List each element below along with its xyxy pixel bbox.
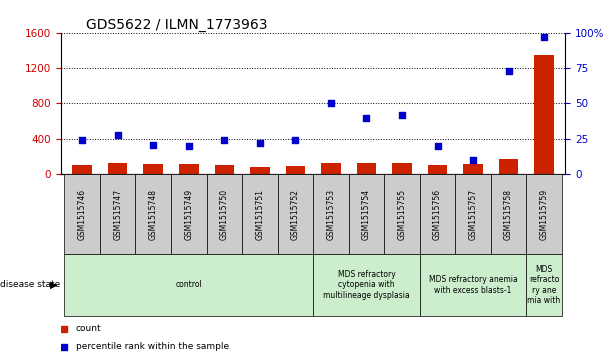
Bar [136,174,171,254]
Bar [499,159,519,174]
Point [113,132,123,138]
Bar [420,174,455,254]
Bar [455,174,491,254]
Bar [179,164,198,174]
Point [503,68,513,74]
Text: count: count [76,324,102,333]
Text: MDS
refracto
ry ane
mia with: MDS refracto ry ane mia with [528,265,561,305]
Text: GSM1515748: GSM1515748 [149,189,157,240]
Text: GSM1515752: GSM1515752 [291,189,300,240]
Text: GSM1515758: GSM1515758 [504,189,513,240]
Text: GSM1515749: GSM1515749 [184,189,193,240]
Text: GSM1515750: GSM1515750 [219,189,229,240]
Point [468,157,478,163]
Bar [491,174,527,254]
Bar [527,174,562,254]
Text: MDS refractory anemia
with excess blasts-1: MDS refractory anemia with excess blasts… [429,275,517,295]
Bar [242,174,278,254]
Bar [428,165,447,174]
Text: GSM1515751: GSM1515751 [255,189,264,240]
Bar [250,167,269,174]
Bar [215,166,234,174]
Point [219,137,229,143]
Bar [357,163,376,174]
Bar [527,254,562,316]
Point [255,140,264,146]
Bar [348,174,384,254]
Bar [72,166,92,174]
Bar [171,174,207,254]
Point [362,115,371,121]
Bar [100,174,136,254]
Bar [463,164,483,174]
Bar [286,166,305,174]
Text: percentile rank within the sample: percentile rank within the sample [76,342,229,351]
Point [291,137,300,143]
Point [433,143,443,149]
Point [326,101,336,106]
Bar [278,174,313,254]
Text: GSM1515753: GSM1515753 [326,189,336,240]
Bar [313,254,420,316]
Bar [420,254,527,316]
Text: GSM1515759: GSM1515759 [540,189,548,240]
Bar [207,174,242,254]
Text: GSM1515754: GSM1515754 [362,189,371,240]
Bar [534,55,554,174]
Point [397,112,407,118]
Text: GDS5622 / ILMN_1773963: GDS5622 / ILMN_1773963 [86,18,268,32]
Bar [384,174,420,254]
Bar [108,163,128,174]
Text: GSM1515746: GSM1515746 [78,189,86,240]
Text: GSM1515757: GSM1515757 [469,189,477,240]
Text: control: control [175,281,202,289]
Bar [321,163,340,174]
Point [77,137,87,143]
Text: GSM1515756: GSM1515756 [433,189,442,240]
Point [539,34,549,40]
Text: GSM1515755: GSM1515755 [398,189,407,240]
Bar [64,254,313,316]
Text: MDS refractory
cytopenia with
multilineage dysplasia: MDS refractory cytopenia with multilinea… [323,270,410,300]
Text: GSM1515747: GSM1515747 [113,189,122,240]
Bar [313,174,348,254]
Text: ▶: ▶ [50,280,57,290]
Bar [143,164,163,174]
Bar [392,163,412,174]
Point [184,143,193,149]
Text: disease state: disease state [0,281,60,289]
Bar [64,174,100,254]
Point [148,142,158,147]
